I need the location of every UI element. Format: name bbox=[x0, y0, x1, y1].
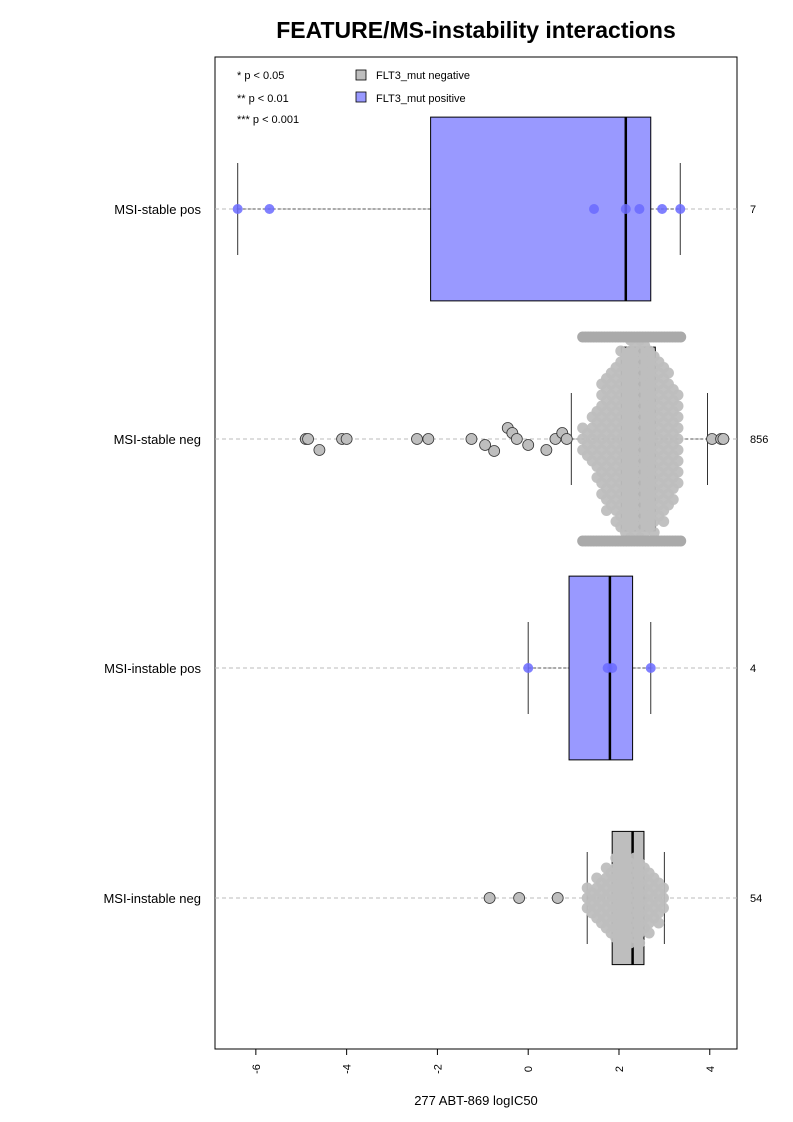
data-point bbox=[607, 663, 618, 673]
legend: FLT3_mut negative FLT3_mut positive bbox=[355, 69, 470, 105]
group-count-label: 7 bbox=[750, 204, 756, 216]
outlier-point bbox=[465, 433, 478, 445]
group-label: MSI-instable neg bbox=[103, 891, 201, 906]
box bbox=[430, 116, 652, 302]
data-point bbox=[634, 204, 645, 214]
x-tick-label: 2 bbox=[614, 1066, 626, 1072]
significance-legend: * p < 0.05 ** p < 0.01 *** p < 0.001 bbox=[237, 70, 299, 126]
outlier-point bbox=[513, 892, 526, 904]
outlier-point bbox=[340, 433, 353, 445]
group-label: MSI-stable pos bbox=[114, 202, 201, 217]
x-tick-label: 0 bbox=[523, 1066, 535, 1072]
swarm-point bbox=[672, 455, 684, 467]
data-point bbox=[523, 663, 534, 673]
legend-swatch-negative bbox=[355, 69, 367, 81]
point-layer bbox=[232, 204, 730, 949]
x-tick-label: -2 bbox=[432, 1064, 444, 1074]
swarm-point bbox=[657, 892, 669, 904]
x-tick-label: -6 bbox=[251, 1064, 263, 1074]
group-labels: MSI-stable pos MSI-stable neg MSI-instable… bbox=[103, 202, 201, 906]
swarm-point bbox=[672, 433, 684, 445]
outlier-point bbox=[313, 444, 326, 456]
swarm-cap-point bbox=[675, 535, 687, 547]
outlier-point bbox=[540, 444, 553, 456]
swarm-cap-point bbox=[675, 331, 687, 343]
x-tick-label: 4 bbox=[705, 1066, 717, 1072]
outlier-point bbox=[483, 892, 496, 904]
outlier-point bbox=[302, 433, 314, 445]
swarm-point bbox=[672, 422, 684, 434]
swarm-point bbox=[672, 444, 684, 456]
data-point bbox=[657, 204, 668, 214]
swarm-point bbox=[672, 400, 684, 412]
significance-legend-item: ** p < 0.01 bbox=[237, 93, 289, 105]
outlier-point bbox=[551, 892, 564, 904]
group-label: MSI-instable pos bbox=[104, 661, 201, 676]
chart-title: FEATURE/MS-instability interactions bbox=[276, 17, 676, 43]
x-axis: -6 -4 -2 0 2 4 bbox=[251, 1048, 717, 1074]
data-point bbox=[645, 663, 656, 673]
swarm-point bbox=[662, 367, 674, 379]
legend-label-negative: FLT3_mut negative bbox=[376, 70, 470, 82]
swarm-point bbox=[657, 882, 669, 894]
swarm-point bbox=[667, 494, 679, 505]
legend-label-positive: FLT3_mut positive bbox=[376, 93, 466, 105]
outlier-point bbox=[510, 433, 523, 445]
outlier-point bbox=[560, 433, 573, 445]
group-count-label: 54 bbox=[750, 893, 762, 905]
significance-legend-item: * p < 0.05 bbox=[237, 70, 284, 82]
swarm-point bbox=[672, 389, 684, 401]
outlier-point bbox=[479, 439, 491, 451]
swarm-point bbox=[672, 411, 684, 423]
swarm-point bbox=[648, 527, 660, 538]
group-count-label: 4 bbox=[750, 663, 756, 675]
group-count-labels: 7 856 4 54 bbox=[750, 204, 768, 905]
swarm-point bbox=[672, 466, 684, 478]
swarm-point bbox=[643, 927, 655, 939]
swarm-point bbox=[672, 477, 684, 489]
group-count-label: 856 bbox=[750, 434, 768, 446]
group-gridlines bbox=[215, 208, 737, 899]
data-point bbox=[675, 204, 686, 214]
swarm-point bbox=[657, 902, 669, 914]
outlier-point bbox=[522, 439, 535, 451]
outlier-point bbox=[488, 445, 501, 457]
data-point bbox=[232, 204, 243, 214]
x-tick-label: -4 bbox=[342, 1064, 354, 1074]
outlier-point bbox=[411, 433, 423, 445]
group-label: MSI-stable neg bbox=[114, 432, 201, 447]
data-point bbox=[264, 204, 275, 214]
significance-legend-item: *** p < 0.001 bbox=[237, 114, 299, 126]
swarm-point bbox=[634, 937, 646, 949]
x-axis-label: 277 ABT-869 logIC50 bbox=[414, 1093, 538, 1108]
outlier-point bbox=[422, 433, 435, 445]
legend-swatch-positive bbox=[355, 91, 367, 103]
swarm-point bbox=[658, 516, 670, 527]
outlier-point bbox=[717, 433, 730, 445]
data-point bbox=[620, 204, 631, 214]
data-point bbox=[589, 204, 600, 214]
swarm-point bbox=[653, 917, 665, 929]
box bbox=[568, 575, 634, 761]
